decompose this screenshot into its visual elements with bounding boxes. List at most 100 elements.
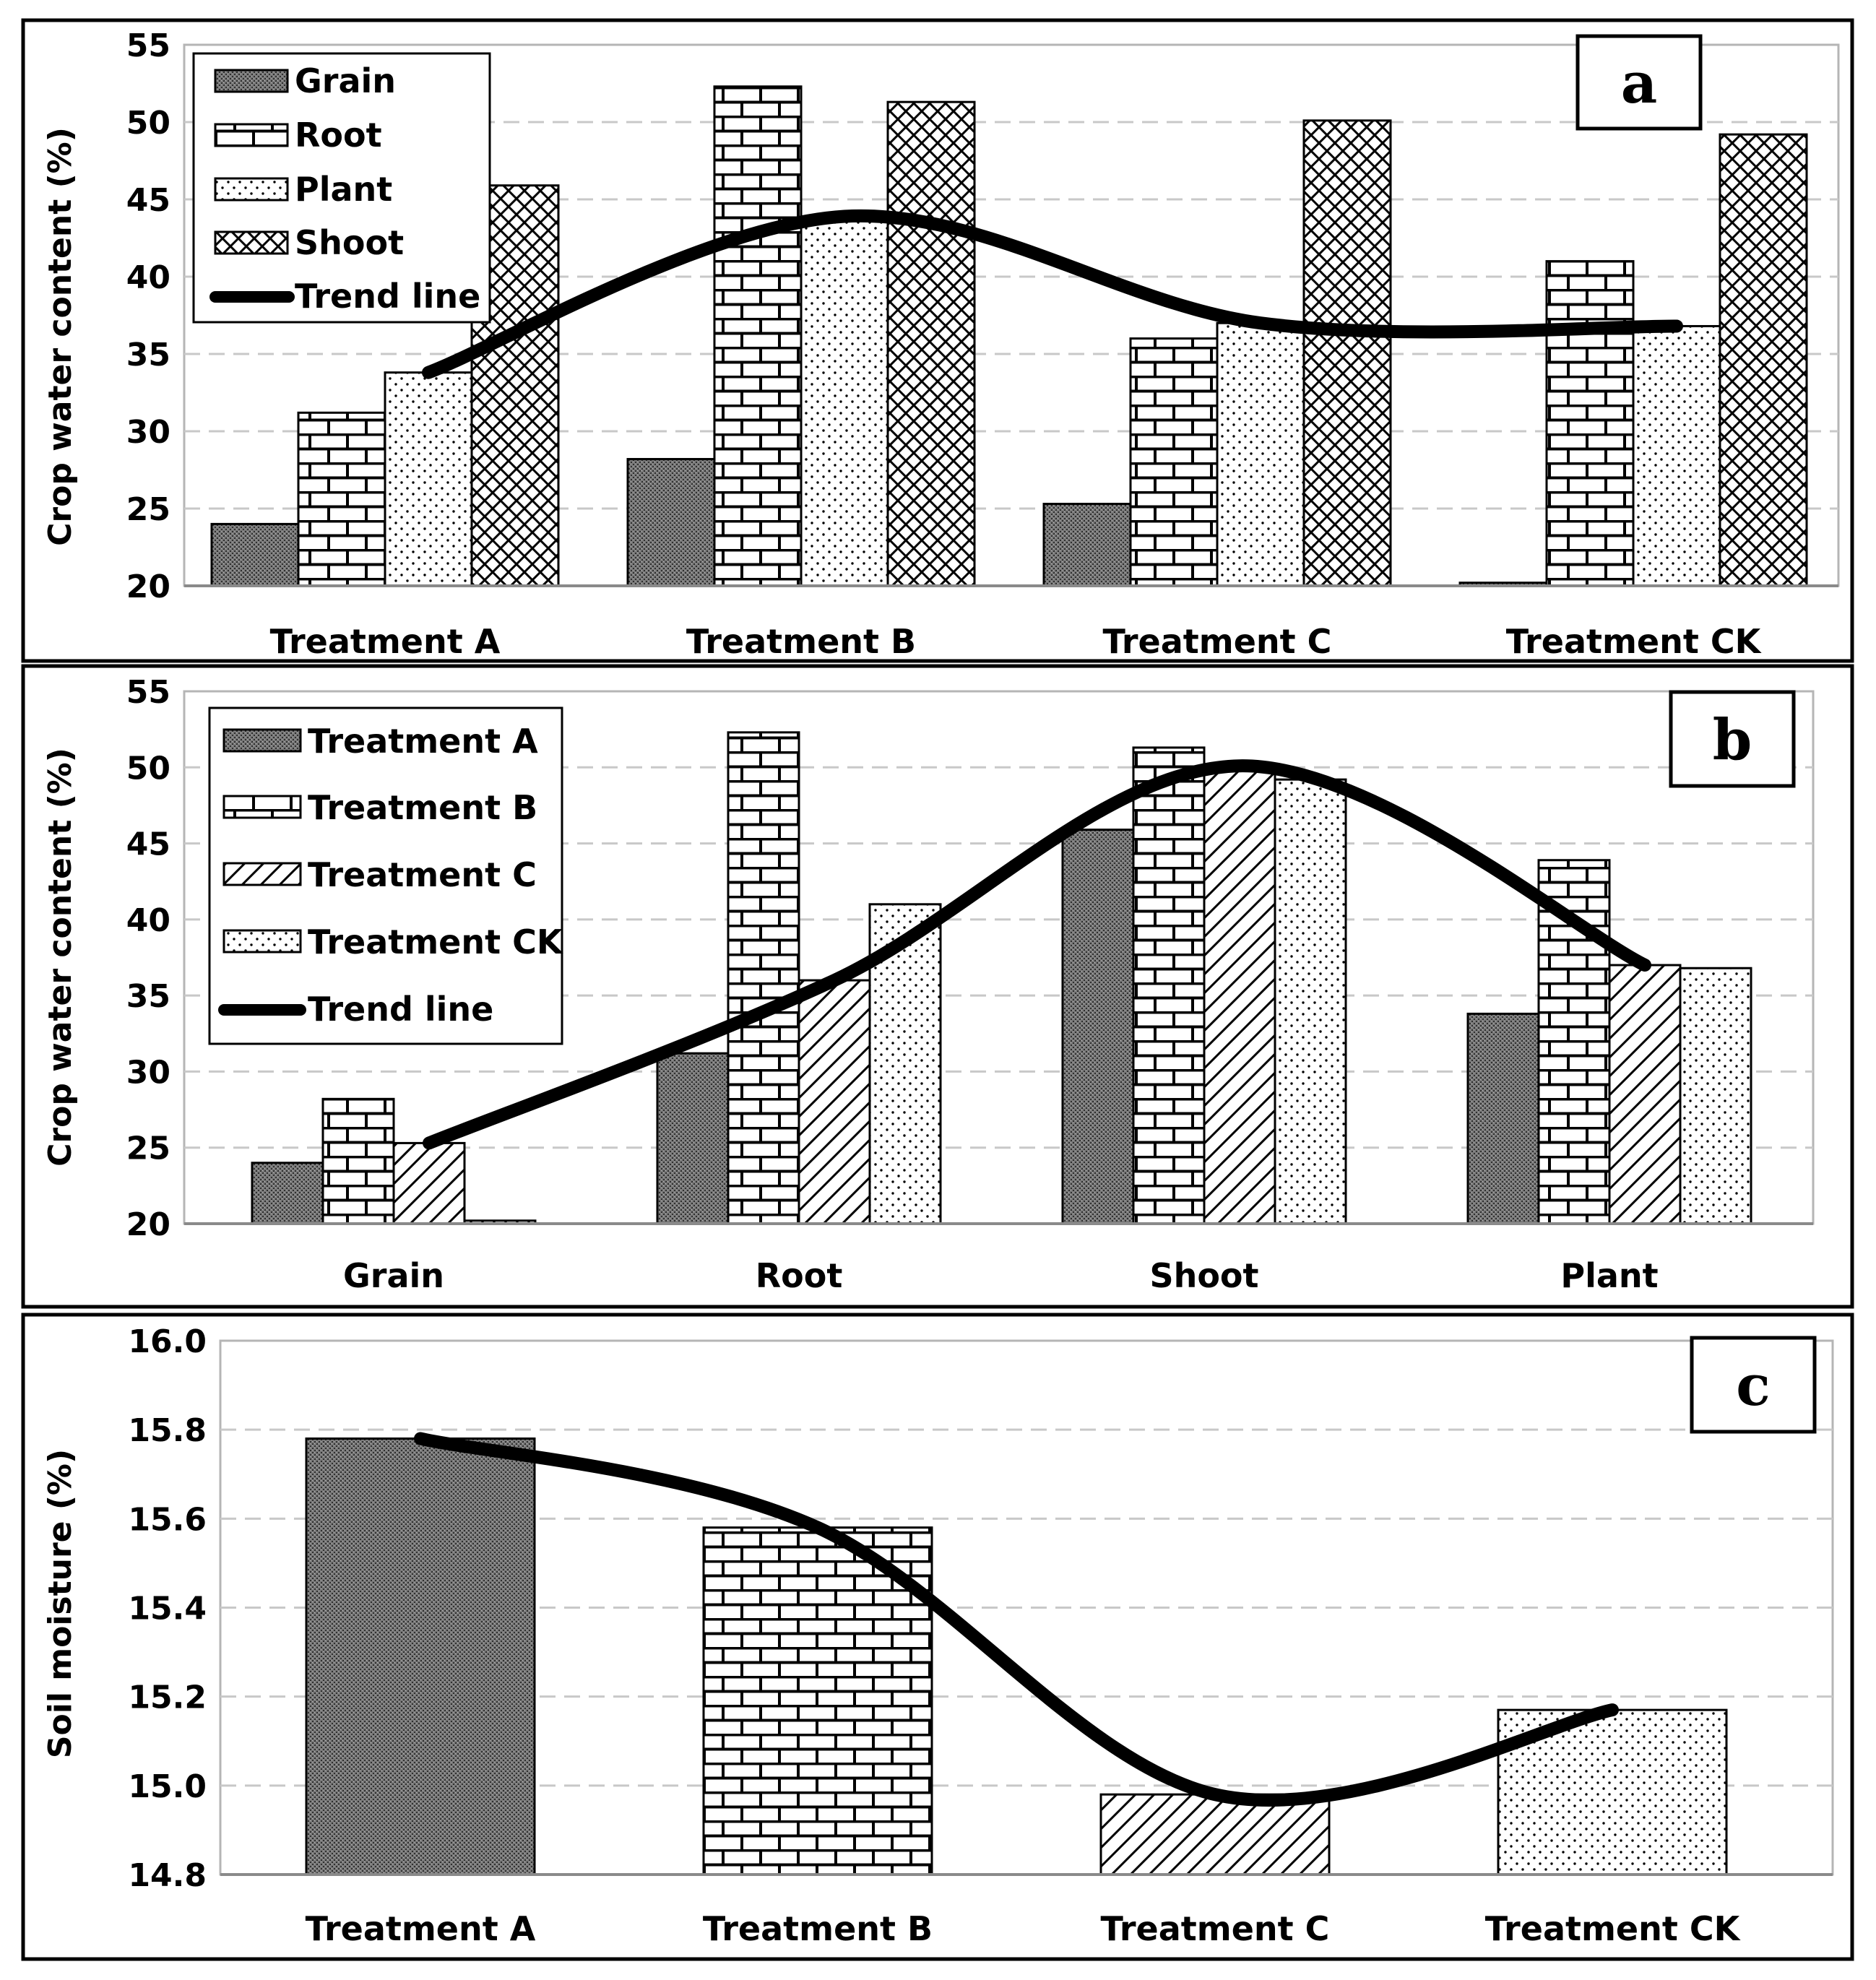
panel-a-label-box	[1575, 34, 1703, 131]
legend-b-swatch-treatment-ck	[222, 929, 302, 954]
x-category-label: Root	[756, 1256, 843, 1295]
x-category-label: Plant	[1560, 1256, 1658, 1295]
legend-a-swatch-shoot	[214, 230, 289, 255]
x-category-label: Shoot	[1149, 1256, 1258, 1295]
panel-c-label-box	[1690, 1336, 1817, 1434]
panel-a-legend: Grain Root Plant Shoot Trend line	[192, 52, 491, 324]
y-tick-label: 15.2	[128, 1679, 207, 1716]
legend-b-swatch-treatment-c	[222, 862, 302, 886]
y-tick-label: 30	[126, 1054, 170, 1091]
panel-b-x-labels: Grain Root Shoot Plant	[343, 1256, 1659, 1295]
y-tick-label: 15.6	[128, 1501, 207, 1538]
bar-root-treatment-b	[727, 731, 800, 1225]
y-tick-label: 15.4	[128, 1591, 207, 1627]
bar-treatment-c-shoot	[1302, 119, 1392, 587]
bar-treatment-ck-root	[1545, 260, 1635, 587]
bar-treatment-b-root	[713, 85, 803, 587]
bar-treatment-c-grain	[1042, 503, 1132, 587]
y-tick-label: 15.8	[128, 1412, 207, 1449]
bar-root-treatment-a	[656, 1052, 730, 1225]
y-tick-label: 45	[126, 826, 170, 863]
bar-plant-treatment-c	[1608, 964, 1682, 1225]
legend-a-swatch-grain	[214, 69, 289, 93]
x-category-label: Treatment A	[270, 622, 501, 661]
y-tick-label: 16.0	[128, 1323, 207, 1360]
bar-treatment-a	[305, 1437, 536, 1876]
bar-shoot-treatment-c	[1203, 764, 1276, 1225]
panel-b-y-ticks: 20 25 30 35 40 45 50 55	[126, 674, 170, 1243]
legend-a-swatch-plant	[214, 177, 289, 202]
bar-treatment-c-root	[1129, 337, 1219, 587]
y-tick-label: 40	[126, 902, 170, 939]
y-tick-label: 15.0	[128, 1768, 207, 1805]
legend-a-label-trend: Trend line	[295, 277, 480, 316]
y-tick-label: 30	[126, 414, 170, 451]
panel-c: 14.8 15.0 15.2 15.4 15.6 15.8 16.0 Treatment A…	[21, 1313, 1854, 1961]
panel-a-y-ticks: 20 25 30 35 40 45 50 55	[126, 27, 170, 605]
x-category-label: Treatment CK	[1485, 1909, 1742, 1948]
panel-b: 20 25 30 35 40 45 50 55 Grain Root Shoot Plant Cro…	[21, 664, 1854, 1309]
legend-a-label-plant: Plant	[295, 170, 392, 209]
panel-b-y-axis-title: Crop water content (%)	[42, 748, 79, 1167]
y-tick-label: 20	[126, 1206, 170, 1243]
bar-grain-treatment-b	[321, 1097, 395, 1225]
panel-b-label-box	[1669, 690, 1796, 788]
legend-a-label-root: Root	[295, 116, 382, 155]
y-tick-label: 25	[126, 491, 170, 528]
bar-treatment-c-plant	[1216, 321, 1305, 587]
panel-c-x-labels: Treatment A Treatment B Treatment C Treatme…	[306, 1909, 1742, 1948]
y-tick-label: 14.8	[128, 1857, 207, 1894]
x-category-label: Grain	[343, 1256, 444, 1295]
x-category-label: Treatment C	[1103, 622, 1332, 661]
y-tick-label: 20	[126, 569, 170, 605]
bar-treatment-b-grain	[626, 458, 716, 587]
y-tick-label: 50	[126, 105, 170, 142]
y-tick-label: 50	[126, 750, 170, 787]
bar-treatment-a-plant	[384, 371, 473, 587]
panel-c-y-ticks: 14.8 15.0 15.2 15.4 15.6 15.8 16.0	[128, 1323, 207, 1894]
panel-a-y-axis-title: Crop water content (%)	[42, 127, 79, 546]
legend-a-swatch-root	[214, 123, 289, 147]
bar-shoot-treatment-ck	[1274, 778, 1347, 1225]
bar-grain-treatment-a	[251, 1162, 324, 1225]
panel-c-y-axis-title: Soil moisture (%)	[42, 1449, 79, 1758]
legend-b-swatch-treatment-a	[222, 728, 302, 753]
bar-treatment-b-plant	[800, 215, 889, 587]
panel-c-trend-line	[414, 1432, 1619, 1807]
bar-treatment-c	[1099, 1793, 1331, 1876]
y-tick-label: 45	[126, 182, 170, 219]
panel-a-bars	[210, 85, 1808, 587]
bar-shoot-treatment-a	[1061, 829, 1135, 1225]
legend-b-label-trend: Trend line	[308, 990, 493, 1029]
legend-b-label-treatment-a: Treatment A	[308, 722, 538, 761]
bar-plant-treatment-a	[1466, 1012, 1540, 1225]
x-category-label: Treatment CK	[1506, 622, 1763, 661]
y-tick-label: 40	[126, 259, 170, 296]
panel-b-trend-line	[423, 759, 1651, 1150]
y-tick-label: 25	[126, 1130, 170, 1167]
bar-treatment-ck-plant	[1632, 324, 1721, 587]
y-tick-label: 55	[126, 27, 170, 64]
x-category-label: Treatment B	[686, 622, 916, 661]
y-tick-label: 35	[126, 978, 170, 1015]
bar-treatment-a-root	[297, 411, 386, 587]
panel-c-label: c	[1736, 1353, 1771, 1419]
legend-b-swatch-treatment-b	[222, 795, 302, 819]
bar-shoot-treatment-b	[1132, 746, 1206, 1225]
panel-a-trend-line	[422, 209, 1683, 379]
bar-treatment-ck-shoot	[1719, 133, 1808, 587]
bar-plant-treatment-ck	[1679, 967, 1752, 1225]
x-category-label: Treatment C	[1101, 1909, 1330, 1948]
y-tick-label: 55	[126, 674, 170, 711]
legend-a-label-grain: Grain	[295, 61, 396, 100]
panel-a-x-labels: Treatment A Treatment B Treatment C Treatme…	[270, 622, 1763, 661]
legend-a-label-shoot: Shoot	[295, 223, 404, 262]
y-tick-label: 35	[126, 337, 170, 373]
panel-b-legend: Treatment A Treatment B Treatment C Trea…	[208, 706, 564, 1045]
legend-b-label-treatment-b: Treatment B	[308, 788, 537, 827]
x-category-label: Treatment B	[703, 1909, 933, 1948]
bar-treatment-a-grain	[210, 522, 300, 587]
legend-b-label-treatment-ck: Treatment CK	[308, 922, 564, 961]
bar-grain-treatment-c	[392, 1141, 466, 1225]
